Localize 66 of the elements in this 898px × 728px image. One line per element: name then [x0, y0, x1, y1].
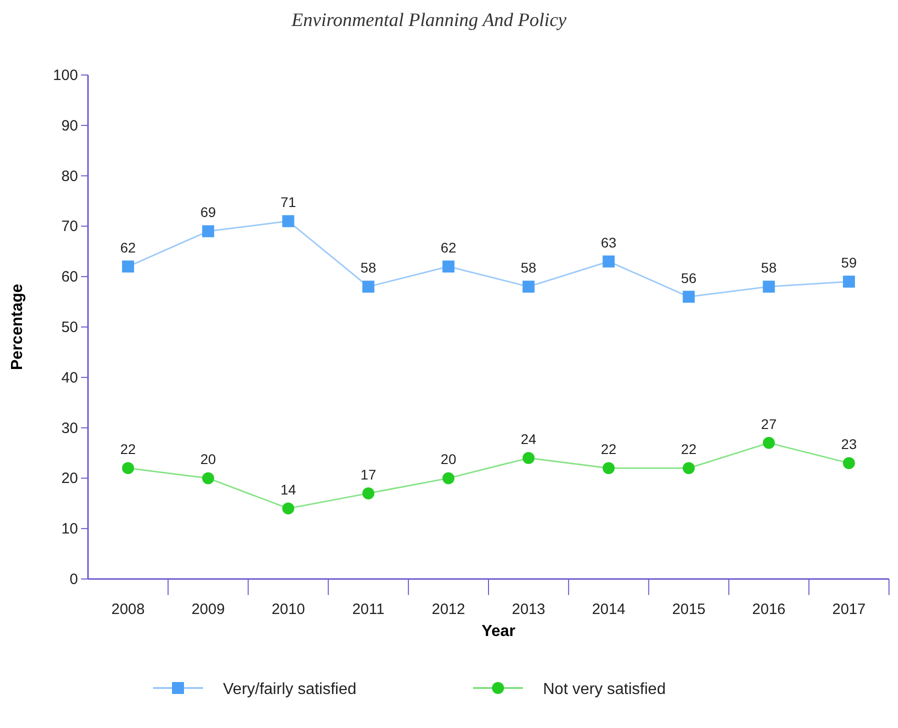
- data-label: 22: [120, 441, 136, 458]
- data-label: 23: [841, 436, 857, 452]
- point: [842, 457, 855, 470]
- data-label: 14: [280, 481, 296, 498]
- data-label: 22: [600, 441, 617, 458]
- point: [602, 255, 615, 268]
- data-label: 20: [200, 451, 216, 468]
- point: [442, 472, 454, 484]
- point: [762, 280, 775, 293]
- point: [522, 452, 535, 464]
- x-tick-label: 2014: [592, 601, 626, 618]
- data-label: 59: [841, 254, 857, 271]
- y-tick-label: 60: [61, 268, 78, 286]
- x-tick-label: 2009: [191, 601, 225, 618]
- x-tick-label: 2011: [352, 601, 384, 618]
- data-label: 58: [761, 260, 777, 276]
- y-tick-label: 20: [61, 470, 78, 488]
- y-tick-label: 10: [61, 520, 78, 538]
- point: [842, 276, 855, 288]
- point: [282, 502, 294, 514]
- data-label: 62: [120, 240, 136, 256]
- data-label: 22: [680, 441, 697, 458]
- data-label: 56: [680, 270, 697, 286]
- y-axis-title: Percentage: [9, 284, 26, 370]
- data-label: 71: [280, 194, 296, 210]
- point: [122, 260, 134, 273]
- point: [122, 462, 134, 474]
- chart-title: Environmental Planning And Policy: [290, 10, 568, 31]
- y-tick-label: 30: [61, 420, 78, 437]
- y-tick-label: 70: [61, 218, 78, 236]
- point: [602, 462, 615, 474]
- legend-label: Not very satisfied: [543, 681, 666, 698]
- point: [202, 225, 214, 238]
- x-tick-label: 2010: [272, 601, 305, 618]
- y-tick-label: 40: [61, 369, 78, 386]
- point: [682, 462, 695, 474]
- y-tick-label: 100: [52, 67, 78, 84]
- x-axis-title: Year: [482, 623, 516, 640]
- data-label: 62: [440, 240, 456, 256]
- point: [762, 436, 775, 449]
- x-tick-label: 2015: [672, 601, 706, 618]
- y-tick-label: 90: [61, 117, 78, 134]
- x-tick-label: 2016: [752, 601, 786, 618]
- point: [362, 280, 374, 293]
- y-tick-label: 0: [70, 571, 78, 588]
- point: [202, 472, 214, 484]
- point: [362, 487, 374, 500]
- point: [522, 280, 535, 293]
- y-tick-label: 50: [61, 319, 78, 336]
- data-label: 58: [520, 260, 537, 276]
- point: [442, 260, 454, 273]
- x-tick-label: 2008: [111, 601, 145, 618]
- data-label: 20: [440, 451, 456, 468]
- data-label: 69: [200, 204, 216, 220]
- x-tick-label: 2013: [512, 601, 546, 618]
- data-label: 24: [520, 431, 537, 448]
- point: [682, 290, 695, 303]
- x-tick-label: 2017: [832, 601, 866, 618]
- data-label: 63: [600, 234, 617, 250]
- x-tick-label: 2012: [432, 601, 466, 618]
- data-label: 17: [360, 466, 376, 482]
- y-tick-label: 80: [61, 168, 78, 185]
- data-label: 58: [360, 260, 376, 276]
- data-label: 27: [761, 416, 777, 432]
- legend-label: Very/fairly satisfied: [223, 681, 356, 698]
- point: [282, 215, 294, 228]
